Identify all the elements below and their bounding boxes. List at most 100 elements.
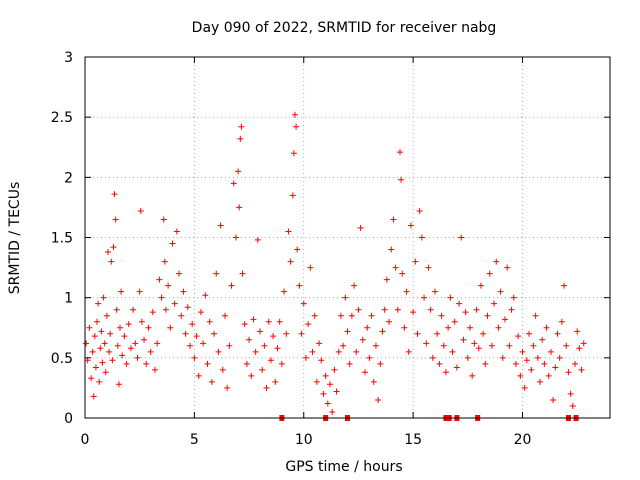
data-point [222,312,228,319]
data-point [176,270,183,277]
data-point [397,149,403,156]
data-point [263,384,270,391]
data-point [108,258,115,265]
data-point [407,222,414,229]
data-point [493,258,500,265]
data-point [572,360,578,367]
data-point [438,312,445,319]
data-point [569,402,576,409]
data-point [491,300,498,307]
x-tick-label: 0 [81,432,90,448]
data-point [112,216,119,223]
chart-title: Day 090 of 2022, SRMTID for receiver nab… [192,20,497,36]
data-point [235,168,242,175]
data-point [342,294,349,301]
data-point [351,282,358,289]
data-point [298,330,305,337]
data-point [83,340,90,347]
data-point [111,191,118,198]
data-point [440,342,447,349]
data-point [421,294,428,301]
data-point [486,270,493,277]
data-point [359,336,366,343]
data-point [370,378,377,385]
data-point [285,228,292,235]
data-point [578,366,585,373]
data-point [187,342,193,349]
data-point [357,224,364,231]
data-point [469,372,476,379]
data-point [121,333,128,340]
data-point [200,340,207,347]
data-point [138,318,145,325]
data-point [434,330,441,337]
data-point [355,306,362,313]
data-point [340,342,347,349]
data-point [563,342,570,349]
y-tick-label: 2 [64,170,73,186]
data-point [335,348,342,355]
data-point [537,378,543,385]
data-point [119,352,126,359]
data-point [324,400,331,407]
data-point [521,384,528,391]
data-point [506,342,513,349]
y-tick-label: 3 [64,50,73,66]
data-point [102,369,109,376]
data-point [316,340,323,347]
data-point [290,150,297,157]
data-point [232,234,239,241]
data-point [274,345,281,352]
data-point [423,340,430,347]
data-point [331,366,338,373]
data-point [447,294,454,301]
data-point [167,324,174,331]
data-point [96,378,103,385]
data-point [92,364,99,371]
data-point [88,375,95,382]
data-point [322,372,329,379]
data-point [418,234,425,241]
data-point [292,111,298,118]
data-point [372,342,379,349]
data-point [243,360,250,367]
data-point [95,300,102,307]
data-point [127,345,134,352]
data-point [101,340,108,347]
data-point [541,360,548,367]
data-point [436,360,443,367]
data-point [100,294,107,301]
data-point [202,292,209,299]
data-point [558,318,565,325]
data-point [250,316,257,323]
data-point [162,306,169,313]
data-point [399,270,406,277]
data-point [272,378,279,385]
x-tick-label: 5 [190,432,199,448]
data-point [91,333,98,340]
y-tick-label: 1.5 [51,231,73,247]
data-point [320,390,327,397]
data-point [130,306,137,313]
data-point [189,321,196,328]
data-point [204,360,211,367]
data-point [580,340,587,347]
data-point [193,333,200,340]
data-point [270,333,277,340]
data-point [482,360,489,367]
ticks-layer [84,56,610,419]
data-point [99,359,106,366]
data-point [390,216,397,223]
data-point [254,236,261,243]
data-point [530,342,537,349]
y-tick-label: 2.5 [51,110,73,126]
data-point [195,372,202,379]
data-point [552,364,559,371]
data-point [364,324,371,331]
data-point [110,244,117,251]
data-point [497,288,504,295]
data-point [206,318,213,325]
data-point [289,192,296,199]
data-point [329,408,336,415]
